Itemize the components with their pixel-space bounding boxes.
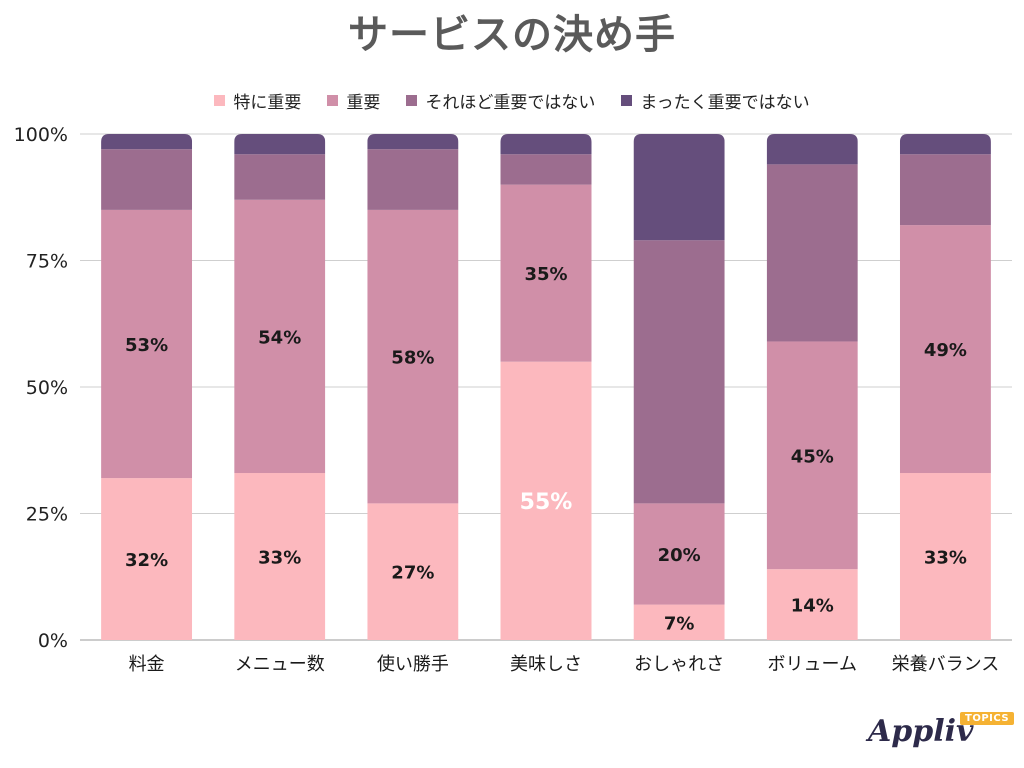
- x-tick-label: ボリューム: [768, 654, 857, 675]
- appliv-logo: Appliv TOPICS: [868, 712, 1015, 756]
- bar-segment: [500, 361, 592, 640]
- bar-segment: [899, 134, 991, 155]
- data-label: 33%: [924, 548, 967, 569]
- bar-segment: [101, 149, 193, 210]
- x-tick-label: 料金: [129, 654, 165, 675]
- x-tick-label: おしゃれさ: [634, 654, 724, 675]
- data-label: 14%: [791, 596, 834, 617]
- legend-swatch: [406, 95, 418, 106]
- bar-segment: [234, 134, 326, 155]
- data-label: 20%: [658, 545, 701, 566]
- data-label: 54%: [258, 327, 301, 348]
- bar-segment: [367, 503, 459, 640]
- data-label: 58%: [391, 348, 434, 369]
- bar-segment: [234, 199, 326, 474]
- legend-label: 重要: [346, 93, 381, 113]
- bar-segment: [367, 149, 459, 210]
- y-tick-label: 100%: [14, 124, 68, 146]
- legend-swatch: [214, 95, 226, 106]
- bar-segment: [633, 604, 725, 640]
- bar-segment: [367, 209, 459, 504]
- x-tick-label: 栄養バランス: [892, 654, 1000, 675]
- legend-label: 特に重要: [233, 93, 302, 113]
- data-label: 53%: [125, 335, 168, 356]
- bar-segment: [500, 154, 592, 185]
- bar-segment: [101, 478, 193, 640]
- legend-item-not-important-at-all: まったく重要ではない: [621, 88, 810, 113]
- bar-segment: [101, 134, 193, 150]
- data-label: 55%: [520, 490, 573, 515]
- y-tick-label: 0%: [38, 630, 68, 652]
- y-tick-label: 25%: [26, 504, 68, 526]
- bar-segment: [101, 209, 193, 479]
- legend-label: まったく重要ではない: [640, 93, 810, 113]
- legend-swatch: [327, 95, 339, 106]
- bar-segment: [633, 240, 725, 504]
- legend-item-very-important: 特に重要: [214, 88, 301, 113]
- data-label: 35%: [524, 264, 567, 285]
- bar-segment: [766, 164, 858, 342]
- data-label: 7%: [664, 613, 695, 634]
- data-label: 33%: [258, 548, 301, 569]
- legend-item-not-very-important: それほど重要ではない: [406, 88, 595, 113]
- bar-segment: [234, 154, 326, 200]
- data-label: 49%: [924, 340, 967, 361]
- bar-segment: [766, 341, 858, 570]
- y-tick-label: 50%: [26, 377, 68, 399]
- bar-segment: [500, 184, 592, 362]
- y-tick-label: 75%: [26, 251, 68, 273]
- legend: 特に重要 重要 それほど重要ではない まったく重要ではない: [0, 88, 1024, 113]
- bar-segment: [633, 134, 725, 241]
- bar-segment: [234, 473, 326, 640]
- data-label: 32%: [125, 550, 168, 571]
- bar-segment: [766, 134, 858, 165]
- bar-segment: [899, 225, 991, 474]
- logo-text: Appliv: [868, 714, 974, 749]
- bar-segment: [633, 503, 725, 605]
- data-label: 45%: [791, 446, 834, 467]
- bar-segment: [766, 569, 858, 640]
- legend-label: それほど重要ではない: [425, 93, 596, 113]
- bar-segment: [500, 134, 592, 155]
- chart-title: サービスの決め手: [348, 12, 676, 58]
- bar-segment: [899, 473, 991, 640]
- x-tick-label: メニュー数: [235, 654, 325, 675]
- bar-segment: [899, 154, 991, 226]
- legend-item-important: 重要: [327, 88, 380, 113]
- legend-swatch: [621, 95, 633, 106]
- x-tick-label: 使い勝手: [377, 654, 449, 675]
- x-tick-label: 美味しさ: [510, 654, 582, 675]
- logo-tag: TOPICS: [960, 712, 1015, 725]
- bar-segment: [367, 134, 459, 150]
- data-label: 27%: [391, 563, 434, 584]
